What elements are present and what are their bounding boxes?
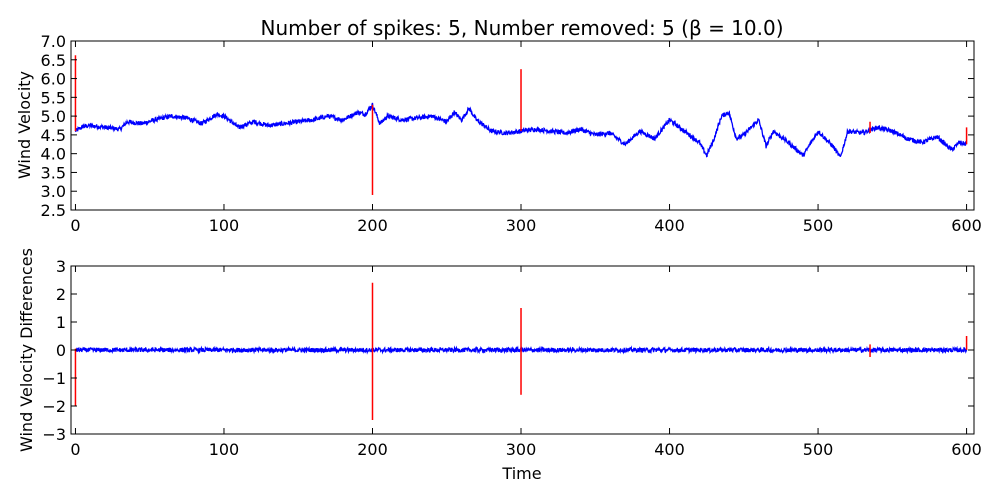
- y-tick-label: 3: [56, 257, 66, 276]
- y-tick-label: 5.0: [41, 107, 66, 126]
- x-tick-label: 600: [951, 440, 982, 459]
- y-tick-label: 0: [56, 341, 66, 360]
- x-tick-label: 300: [506, 440, 537, 459]
- bottom-plot-series: [74, 282, 968, 420]
- y-tick-label: 2.5: [41, 201, 66, 220]
- top-plot-series: [74, 55, 968, 195]
- top-plot-frame: [70, 40, 975, 211]
- top-plot: 0 100 200 300 400 500 600 2.53.03.54.04.55.05.5…: [15, 32, 982, 235]
- y-tick-label: 2: [56, 285, 66, 304]
- y-tick-label: −3: [42, 425, 66, 444]
- x-tick-label: 200: [357, 216, 388, 235]
- bottom-plot-ticks: 0 100 200 300 400 500 600 −3 −2 −1 0 1 2 3: [42, 257, 981, 459]
- y-tick-label: −2: [42, 397, 66, 416]
- x-tick-label: 500: [803, 440, 834, 459]
- y-tick-label: 4.5: [41, 126, 66, 145]
- chart-title: Number of spikes: 5, Number removed: 5 (…: [260, 16, 783, 40]
- x-tick-label: 600: [951, 216, 982, 235]
- x-axis-label: Time: [501, 464, 541, 483]
- y-tick-label: 3.5: [41, 163, 66, 182]
- bottom-plot-ylabel: Wind Velocity Differences: [17, 248, 36, 452]
- y-tick-label: 6.0: [41, 70, 66, 89]
- x-tick-label: 500: [803, 216, 834, 235]
- x-tick-label: 100: [209, 440, 240, 459]
- y-tick-label: 7.0: [41, 32, 66, 51]
- y-tick-label: 4.0: [41, 145, 66, 164]
- bottom-plot: 0 100 200 300 400 500 600 −3 −2 −1 0 1 2 3 Wind Veloc…: [17, 248, 982, 483]
- x-tick-label: 400: [654, 440, 685, 459]
- x-tick-label: 100: [209, 216, 240, 235]
- y-tick-label: 1: [56, 313, 66, 332]
- y-tick-label: 5.5: [41, 88, 66, 107]
- x-tick-label: 300: [506, 216, 537, 235]
- x-tick-label: 400: [654, 216, 685, 235]
- y-tick-label: 3.0: [41, 182, 66, 201]
- x-tick-label: 0: [70, 216, 80, 235]
- x-tick-label: 0: [70, 440, 80, 459]
- top-plot-ylabel: Wind Velocity: [15, 71, 34, 179]
- y-tick-label: −1: [42, 369, 66, 388]
- x-tick-label: 200: [357, 440, 388, 459]
- y-tick-label: 6.5: [41, 51, 66, 70]
- top-plot-ticks: 0 100 200 300 400 500 600 2.53.03.54.04.55.05.5…: [41, 32, 982, 235]
